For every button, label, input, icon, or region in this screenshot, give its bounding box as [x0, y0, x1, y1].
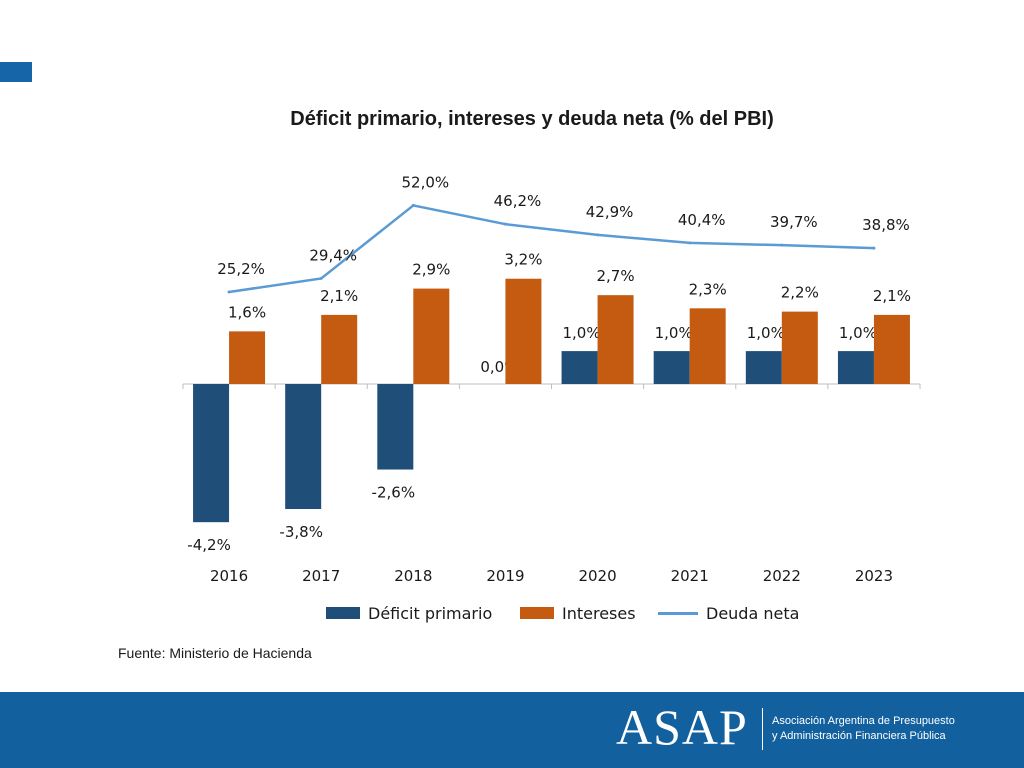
bar-deficit-2021 [653, 351, 690, 384]
label-intereses-2023: 2,1% [873, 287, 911, 305]
label-intereses-2019: 3,2% [504, 251, 542, 269]
label-deuda-2017: 29,4% [309, 246, 357, 264]
legend: Déficit primario Intereses Deuda neta [0, 602, 1024, 624]
legend-swatch-intereses [520, 607, 554, 619]
label-intereses-2018: 2,9% [412, 261, 450, 279]
label-deuda-2020: 42,9% [586, 203, 634, 221]
legend-label-deuda: Deuda neta [706, 603, 800, 623]
bar-deficit-2018 [377, 384, 414, 470]
bar-intereses-2022 [781, 311, 818, 384]
bar-intereses-2018 [413, 288, 450, 384]
label-intereses-2020: 2,7% [597, 267, 635, 285]
x-tick-label-2017: 2017 [302, 567, 340, 585]
footer-bar: ASAP Asociación Argentina de Presupuesto… [0, 692, 1024, 768]
bar-intereses-2021 [689, 308, 726, 384]
legend-item-deuda: Deuda neta [658, 602, 799, 624]
x-tick-label-2019: 2019 [486, 567, 524, 585]
bar-intereses-2023 [873, 314, 910, 384]
bar-deficit-2017 [285, 384, 322, 510]
label-deficit-2022: 1,0% [747, 324, 785, 342]
label-deuda-2018: 52,0% [401, 173, 449, 191]
point-deuda-2023 [872, 246, 876, 250]
label-deficit-2023: 1,0% [839, 324, 877, 342]
label-deficit-2016: -4,2% [187, 536, 231, 554]
chart-title: Déficit primario, intereses y deuda neta… [290, 108, 774, 130]
legend-item-intereses: Intereses [520, 602, 636, 624]
x-tick-label-2023: 2023 [855, 567, 893, 585]
label-deficit-2020: 1,0% [563, 324, 601, 342]
point-deuda-2018 [411, 203, 415, 207]
label-deficit-2021: 1,0% [655, 324, 693, 342]
bar-deficit-2020 [561, 351, 598, 384]
point-deuda-2021 [688, 241, 692, 245]
point-deuda-2017 [319, 276, 323, 280]
logo-separator [762, 708, 763, 750]
x-tick-label-2020: 2020 [578, 567, 616, 585]
point-deuda-2020 [596, 233, 600, 237]
label-intereses-2021: 2,3% [689, 280, 727, 298]
label-deficit-2017: -3,8% [279, 523, 323, 541]
legend-label-deficit: Déficit primario [368, 603, 493, 623]
bar-intereses-2019 [505, 278, 542, 384]
org-name-line2: y Administración Financiera Pública [772, 730, 946, 742]
legend-item-deficit: Déficit primario [326, 602, 492, 624]
point-deuda-2016 [227, 290, 231, 294]
bar-deficit-2022 [745, 351, 782, 384]
legend-swatch-deficit [326, 607, 360, 619]
label-deuda-2016: 25,2% [217, 260, 265, 278]
bar-intereses-2020 [597, 295, 634, 384]
label-deuda-2023: 38,8% [862, 216, 910, 234]
label-intereses-2022: 2,2% [781, 284, 819, 302]
point-deuda-2022 [780, 243, 784, 247]
bar-deficit-2016 [193, 384, 230, 523]
line-deuda-neta [228, 204, 874, 294]
label-deuda-2022: 39,7% [770, 213, 818, 231]
chart: -4,2%1,6%2016-3,8%2,1%2017-2,6%2,9%20180… [182, 173, 921, 585]
label-intereses-2017: 2,1% [320, 287, 358, 305]
point-deuda-2019 [503, 222, 507, 226]
x-tick-label-2016: 2016 [210, 567, 248, 585]
x-tick-label-2022: 2022 [763, 567, 801, 585]
x-tick-label-2018: 2018 [394, 567, 432, 585]
legend-line-deuda [658, 611, 698, 615]
source-note: Fuente: Ministerio de Hacienda [118, 645, 312, 661]
legend-label-intereses: Intereses [562, 603, 636, 623]
bar-intereses-2016 [229, 331, 266, 384]
x-tick-label-2021: 2021 [671, 567, 709, 585]
label-deuda-2019: 46,2% [494, 192, 542, 210]
asap-logo: ASAP [616, 699, 748, 755]
bar-deficit-2023 [837, 351, 874, 384]
label-deuda-2021: 40,4% [678, 211, 726, 229]
bar-intereses-2017 [321, 314, 358, 384]
label-intereses-2016: 1,6% [228, 303, 266, 321]
accent-bar [0, 62, 32, 82]
org-name-line1: Asociación Argentina de Presupuesto [772, 715, 955, 727]
label-deficit-2018: -2,6% [372, 484, 416, 502]
